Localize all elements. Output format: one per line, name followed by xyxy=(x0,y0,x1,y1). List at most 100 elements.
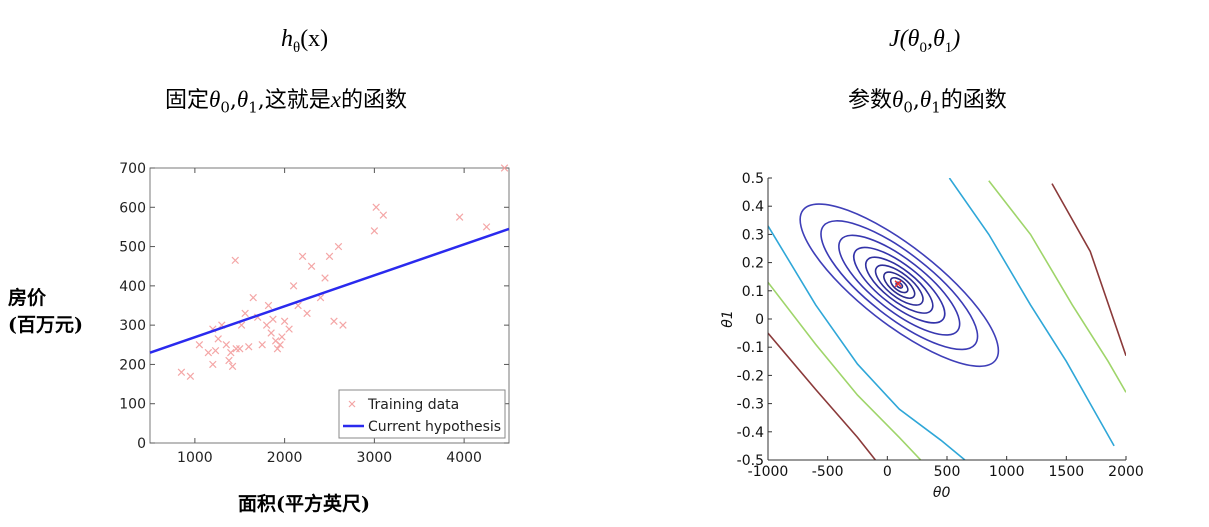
training-data-point xyxy=(227,348,235,357)
x-tick-label: -500 xyxy=(812,464,844,480)
training-data-point xyxy=(249,293,257,302)
marker-stroke xyxy=(228,362,237,371)
legend-marker xyxy=(348,400,356,408)
cost-function-description: 参数θ0,θ1的函数 xyxy=(848,87,1007,117)
marker-stroke xyxy=(370,227,379,235)
marker-stroke xyxy=(211,346,220,355)
marker-stroke xyxy=(195,341,204,349)
marker-stroke xyxy=(267,329,275,337)
y-tick-label: -0.2 xyxy=(737,368,764,384)
marker-stroke xyxy=(227,348,235,357)
x-tick-label: 500 xyxy=(934,464,961,480)
training-data-point xyxy=(303,309,311,318)
scatter-ylabel-line2: (百万元) xyxy=(8,314,83,336)
training-data-point xyxy=(500,164,509,172)
training-data-point xyxy=(289,282,298,290)
x-tick-label: 2000 xyxy=(1108,464,1144,480)
y-tick-label: 300 xyxy=(119,318,146,334)
training-data-point xyxy=(236,344,244,353)
contour-line xyxy=(768,332,877,460)
marker-stroke xyxy=(276,341,284,349)
training-data-point xyxy=(330,317,338,325)
marker-stroke xyxy=(225,356,233,365)
marker-stroke xyxy=(339,321,347,329)
training-data-point xyxy=(214,335,222,343)
y-tick-label: -0.1 xyxy=(737,340,764,356)
x-tick-label: 2000 xyxy=(267,450,303,465)
training-data-point xyxy=(245,343,253,351)
training-data-point xyxy=(177,368,186,377)
marker-stroke xyxy=(204,348,213,357)
training-data-point xyxy=(370,227,379,235)
marker-stroke xyxy=(245,343,253,351)
y-tick-label: 700 xyxy=(119,161,146,177)
training-data-point xyxy=(225,356,233,365)
scatter-chart: 0 100 200 300 400 500 600 700 1000 2000 3000 4000 Tr… xyxy=(119,161,510,465)
cost-function-formula: J(θ0,θ1) xyxy=(889,26,961,56)
training-data-point xyxy=(379,211,388,219)
training-data-point xyxy=(372,203,380,212)
marker-stroke xyxy=(222,341,231,349)
minimum-stroke xyxy=(894,280,902,288)
y-tick-label: 200 xyxy=(119,357,146,373)
training-data-point xyxy=(231,256,239,265)
y-tick-label: 0.1 xyxy=(742,284,764,300)
training-data-point xyxy=(222,341,231,349)
marker-stroke xyxy=(214,335,222,343)
training-data-point xyxy=(455,213,464,221)
y-tick-label: 600 xyxy=(119,200,146,216)
marker-stroke xyxy=(231,256,239,265)
marker-stroke xyxy=(307,262,316,270)
training-data-point xyxy=(228,362,237,371)
contour-xlabel: θ0 xyxy=(933,485,951,501)
scatter-ylabel-line1: 房价 xyxy=(8,287,47,309)
contour-chart: -0.5 -0.4 -0.3 -0.2 -0.1 0 0.1 0.2 0.3 0.4 0.5 -100… xyxy=(720,171,1144,501)
contour-line xyxy=(1051,183,1126,356)
training-data-point xyxy=(264,301,273,310)
x-tick-label: -1000 xyxy=(748,464,789,480)
training-data-point xyxy=(298,252,307,261)
marker-stroke xyxy=(241,309,249,318)
training-data-point xyxy=(334,242,343,251)
training-data-point xyxy=(482,223,491,231)
legend-label-hypothesis: Current hypothesis xyxy=(368,419,501,435)
contour-ellipse xyxy=(820,220,979,351)
y-tick-label: 0 xyxy=(137,436,146,452)
marker-stroke xyxy=(280,317,289,325)
training-data-point xyxy=(280,317,289,325)
y-tick-label: -0.3 xyxy=(737,397,764,413)
marker-stroke xyxy=(236,344,244,353)
x-tick-label: 3000 xyxy=(357,450,393,465)
contour-line xyxy=(948,178,1115,447)
y-tick-label: 400 xyxy=(119,279,146,295)
x-tick-label: 1500 xyxy=(1049,464,1085,480)
contour-line xyxy=(988,180,1126,393)
y-tick-label: 0.3 xyxy=(742,227,764,243)
y-tick-label: 100 xyxy=(119,397,146,413)
training-data-point xyxy=(209,360,217,369)
marker-stroke xyxy=(285,325,293,333)
y-tick-label: 0.5 xyxy=(742,171,764,187)
contour-ellipse xyxy=(853,246,946,324)
marker-stroke xyxy=(379,211,388,219)
marker-stroke xyxy=(330,317,338,325)
marker-stroke xyxy=(278,333,286,341)
hypothesis-line xyxy=(149,227,510,354)
training-data-point xyxy=(276,341,284,349)
training-data-point xyxy=(321,274,329,282)
training-data-point xyxy=(285,325,293,333)
marker-stroke xyxy=(372,203,380,212)
marker-stroke xyxy=(334,242,343,251)
training-data-point xyxy=(278,333,286,341)
training-data-point xyxy=(211,346,220,355)
marker-stroke xyxy=(209,360,217,369)
legend-box xyxy=(338,389,506,439)
minimum-marker xyxy=(894,280,902,288)
marker-stroke xyxy=(289,282,298,290)
scatter-ylabel: 房价 (百万元) xyxy=(8,285,83,339)
hypothesis-description: 固定θ0,θ1,这就是x的函数 xyxy=(165,87,407,117)
marker-stroke xyxy=(455,213,464,221)
marker-stroke xyxy=(316,293,325,302)
y-tick-label: 0 xyxy=(755,312,764,328)
training-data-point xyxy=(325,252,334,261)
